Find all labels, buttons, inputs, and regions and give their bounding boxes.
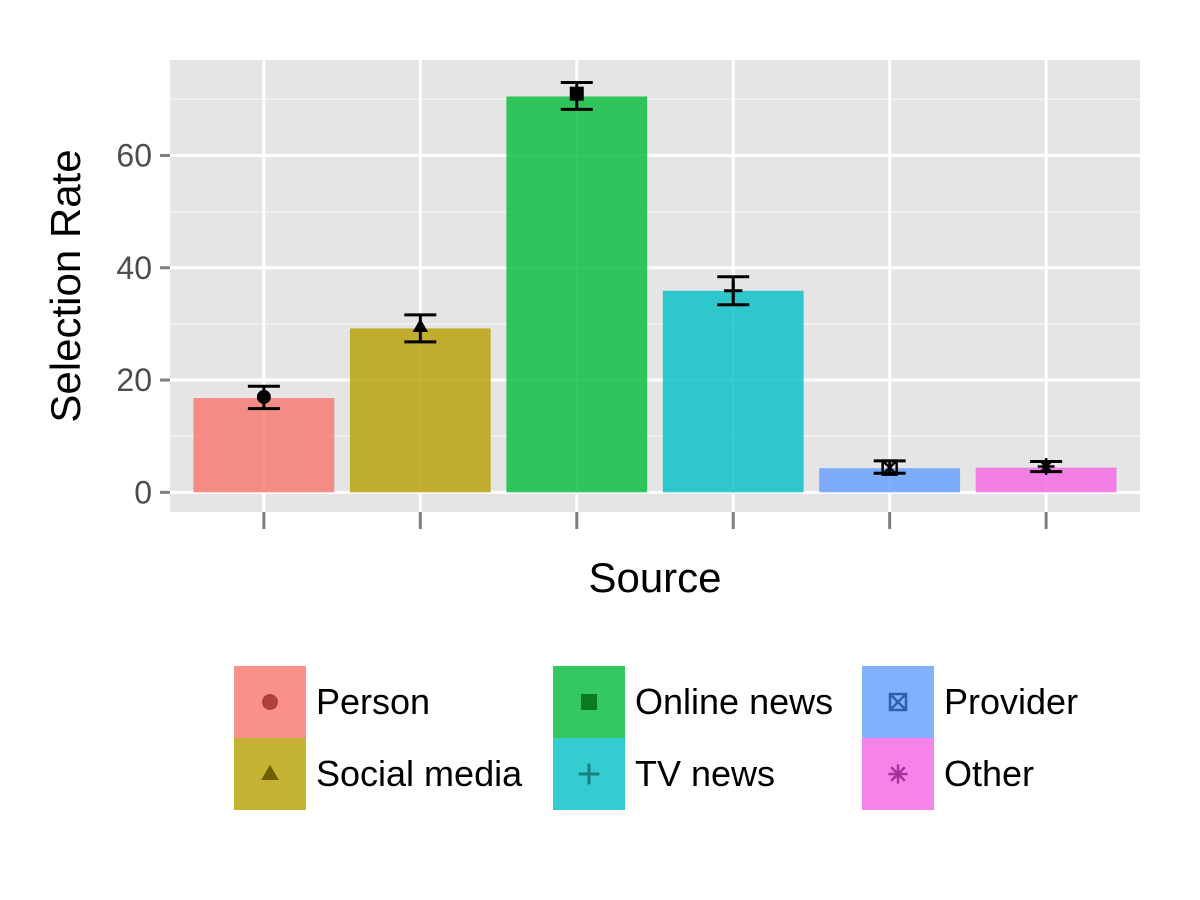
y-axis-title: Selection Rate — [42, 149, 89, 422]
points-group — [256, 86, 1055, 476]
legend-label-social-media: Social media — [316, 753, 523, 794]
bars-group — [193, 96, 1117, 493]
legend-item-person: Person — [234, 666, 430, 738]
legend-label-other: Other — [944, 753, 1034, 794]
legend-symbol-provider — [888, 692, 908, 712]
point-provider-box — [881, 459, 898, 476]
bar-person — [193, 398, 335, 493]
x-axis-title: Source — [588, 554, 721, 601]
y-tick-label: 60 — [116, 137, 152, 173]
bar-social-media — [349, 328, 491, 493]
legend: Person Social media Online news TV news Prov… — [234, 666, 1078, 810]
legend-item-tv-news: TV news — [553, 738, 775, 810]
point-other-stroke — [1039, 459, 1053, 474]
legend-symbol-other — [888, 764, 908, 784]
point-online-news — [569, 86, 584, 101]
point-provider-d2 — [881, 459, 898, 476]
legend-symbol-provider-d2 — [889, 693, 907, 711]
legend-item-online-news: Online news — [553, 666, 833, 738]
y-tick-label: 0 — [134, 474, 152, 510]
y-tick-label: 20 — [116, 362, 152, 398]
point-other — [1037, 458, 1055, 475]
legend-symbol-social-media — [261, 764, 279, 780]
point-provider — [881, 459, 898, 476]
legend-symbol-other-stroke — [890, 766, 906, 782]
point-tv-news — [724, 281, 743, 300]
x-axis — [262, 512, 1048, 529]
legend-label-tv-news: TV news — [635, 753, 775, 794]
y-axis: 0 20 40 60 — [116, 137, 170, 510]
legend-symbol-provider-box — [888, 692, 908, 712]
bar-online-news — [506, 96, 648, 493]
legend-symbol-tv-news — [578, 763, 600, 785]
legend-symbol-person — [262, 694, 278, 710]
bar-tv-news — [662, 290, 804, 493]
legend-label-person: Person — [316, 681, 430, 722]
legend-item-provider: Provider — [862, 666, 1078, 738]
legend-item-social-media: Social media — [234, 738, 523, 810]
legend-symbol-online-news — [581, 694, 597, 710]
point-person — [256, 389, 271, 404]
legend-item-other: Other — [862, 738, 1034, 810]
legend-label-online-news: Online news — [635, 681, 833, 722]
point-social-media — [412, 318, 429, 332]
legend-label-provider: Provider — [944, 681, 1078, 722]
y-tick-label: 40 — [116, 250, 152, 286]
